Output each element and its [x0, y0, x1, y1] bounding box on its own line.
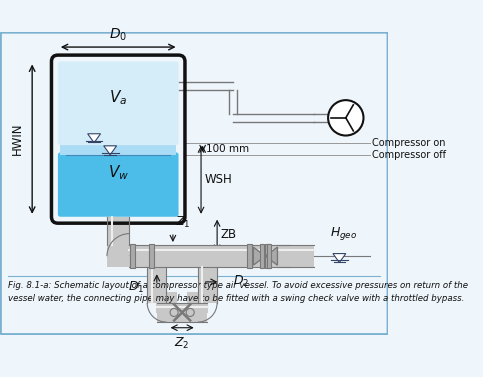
Polygon shape: [333, 254, 346, 263]
Bar: [265, 244, 270, 268]
Bar: [187, 292, 208, 313]
Bar: [156, 292, 177, 313]
Bar: [129, 245, 289, 267]
Text: 100 mm: 100 mm: [206, 144, 249, 154]
Text: ZB: ZB: [220, 228, 237, 241]
Bar: [130, 244, 135, 268]
Bar: [157, 303, 208, 322]
FancyBboxPatch shape: [58, 152, 179, 217]
Polygon shape: [265, 247, 277, 265]
Bar: [60, 143, 176, 155]
Circle shape: [328, 100, 364, 135]
Bar: [247, 244, 252, 268]
FancyBboxPatch shape: [58, 61, 179, 145]
Text: $D_2$: $D_2$: [233, 274, 249, 290]
Text: $V_a$: $V_a$: [109, 89, 128, 107]
Bar: [107, 217, 129, 245]
Bar: [107, 245, 130, 267]
Polygon shape: [104, 146, 116, 155]
Circle shape: [170, 308, 178, 316]
Text: Fig. 8.1-a: Schematic layout of a compressor-type air vessel. To avoid excessive: Fig. 8.1-a: Schematic layout of a compre…: [8, 281, 468, 303]
Polygon shape: [87, 134, 100, 143]
Text: $Z_1$: $Z_1$: [175, 215, 191, 230]
Text: $V_w$: $V_w$: [108, 163, 129, 182]
FancyBboxPatch shape: [1, 32, 388, 334]
Text: WSH: WSH: [204, 173, 232, 186]
Text: Compressor on: Compressor on: [372, 138, 446, 148]
Polygon shape: [253, 247, 265, 265]
Text: $Z_2$: $Z_2$: [174, 336, 190, 351]
Bar: [198, 267, 217, 303]
Bar: [277, 245, 313, 267]
Text: HWIN: HWIN: [11, 123, 24, 155]
Text: $H_{geo}$: $H_{geo}$: [330, 225, 357, 242]
Bar: [260, 244, 264, 268]
Text: $D_1$: $D_1$: [128, 280, 144, 295]
Bar: [147, 267, 167, 303]
Text: $D_0$: $D_0$: [109, 27, 128, 43]
Bar: [149, 244, 154, 268]
Circle shape: [186, 308, 194, 316]
Bar: [267, 244, 270, 268]
Text: Compressor off: Compressor off: [372, 150, 446, 160]
